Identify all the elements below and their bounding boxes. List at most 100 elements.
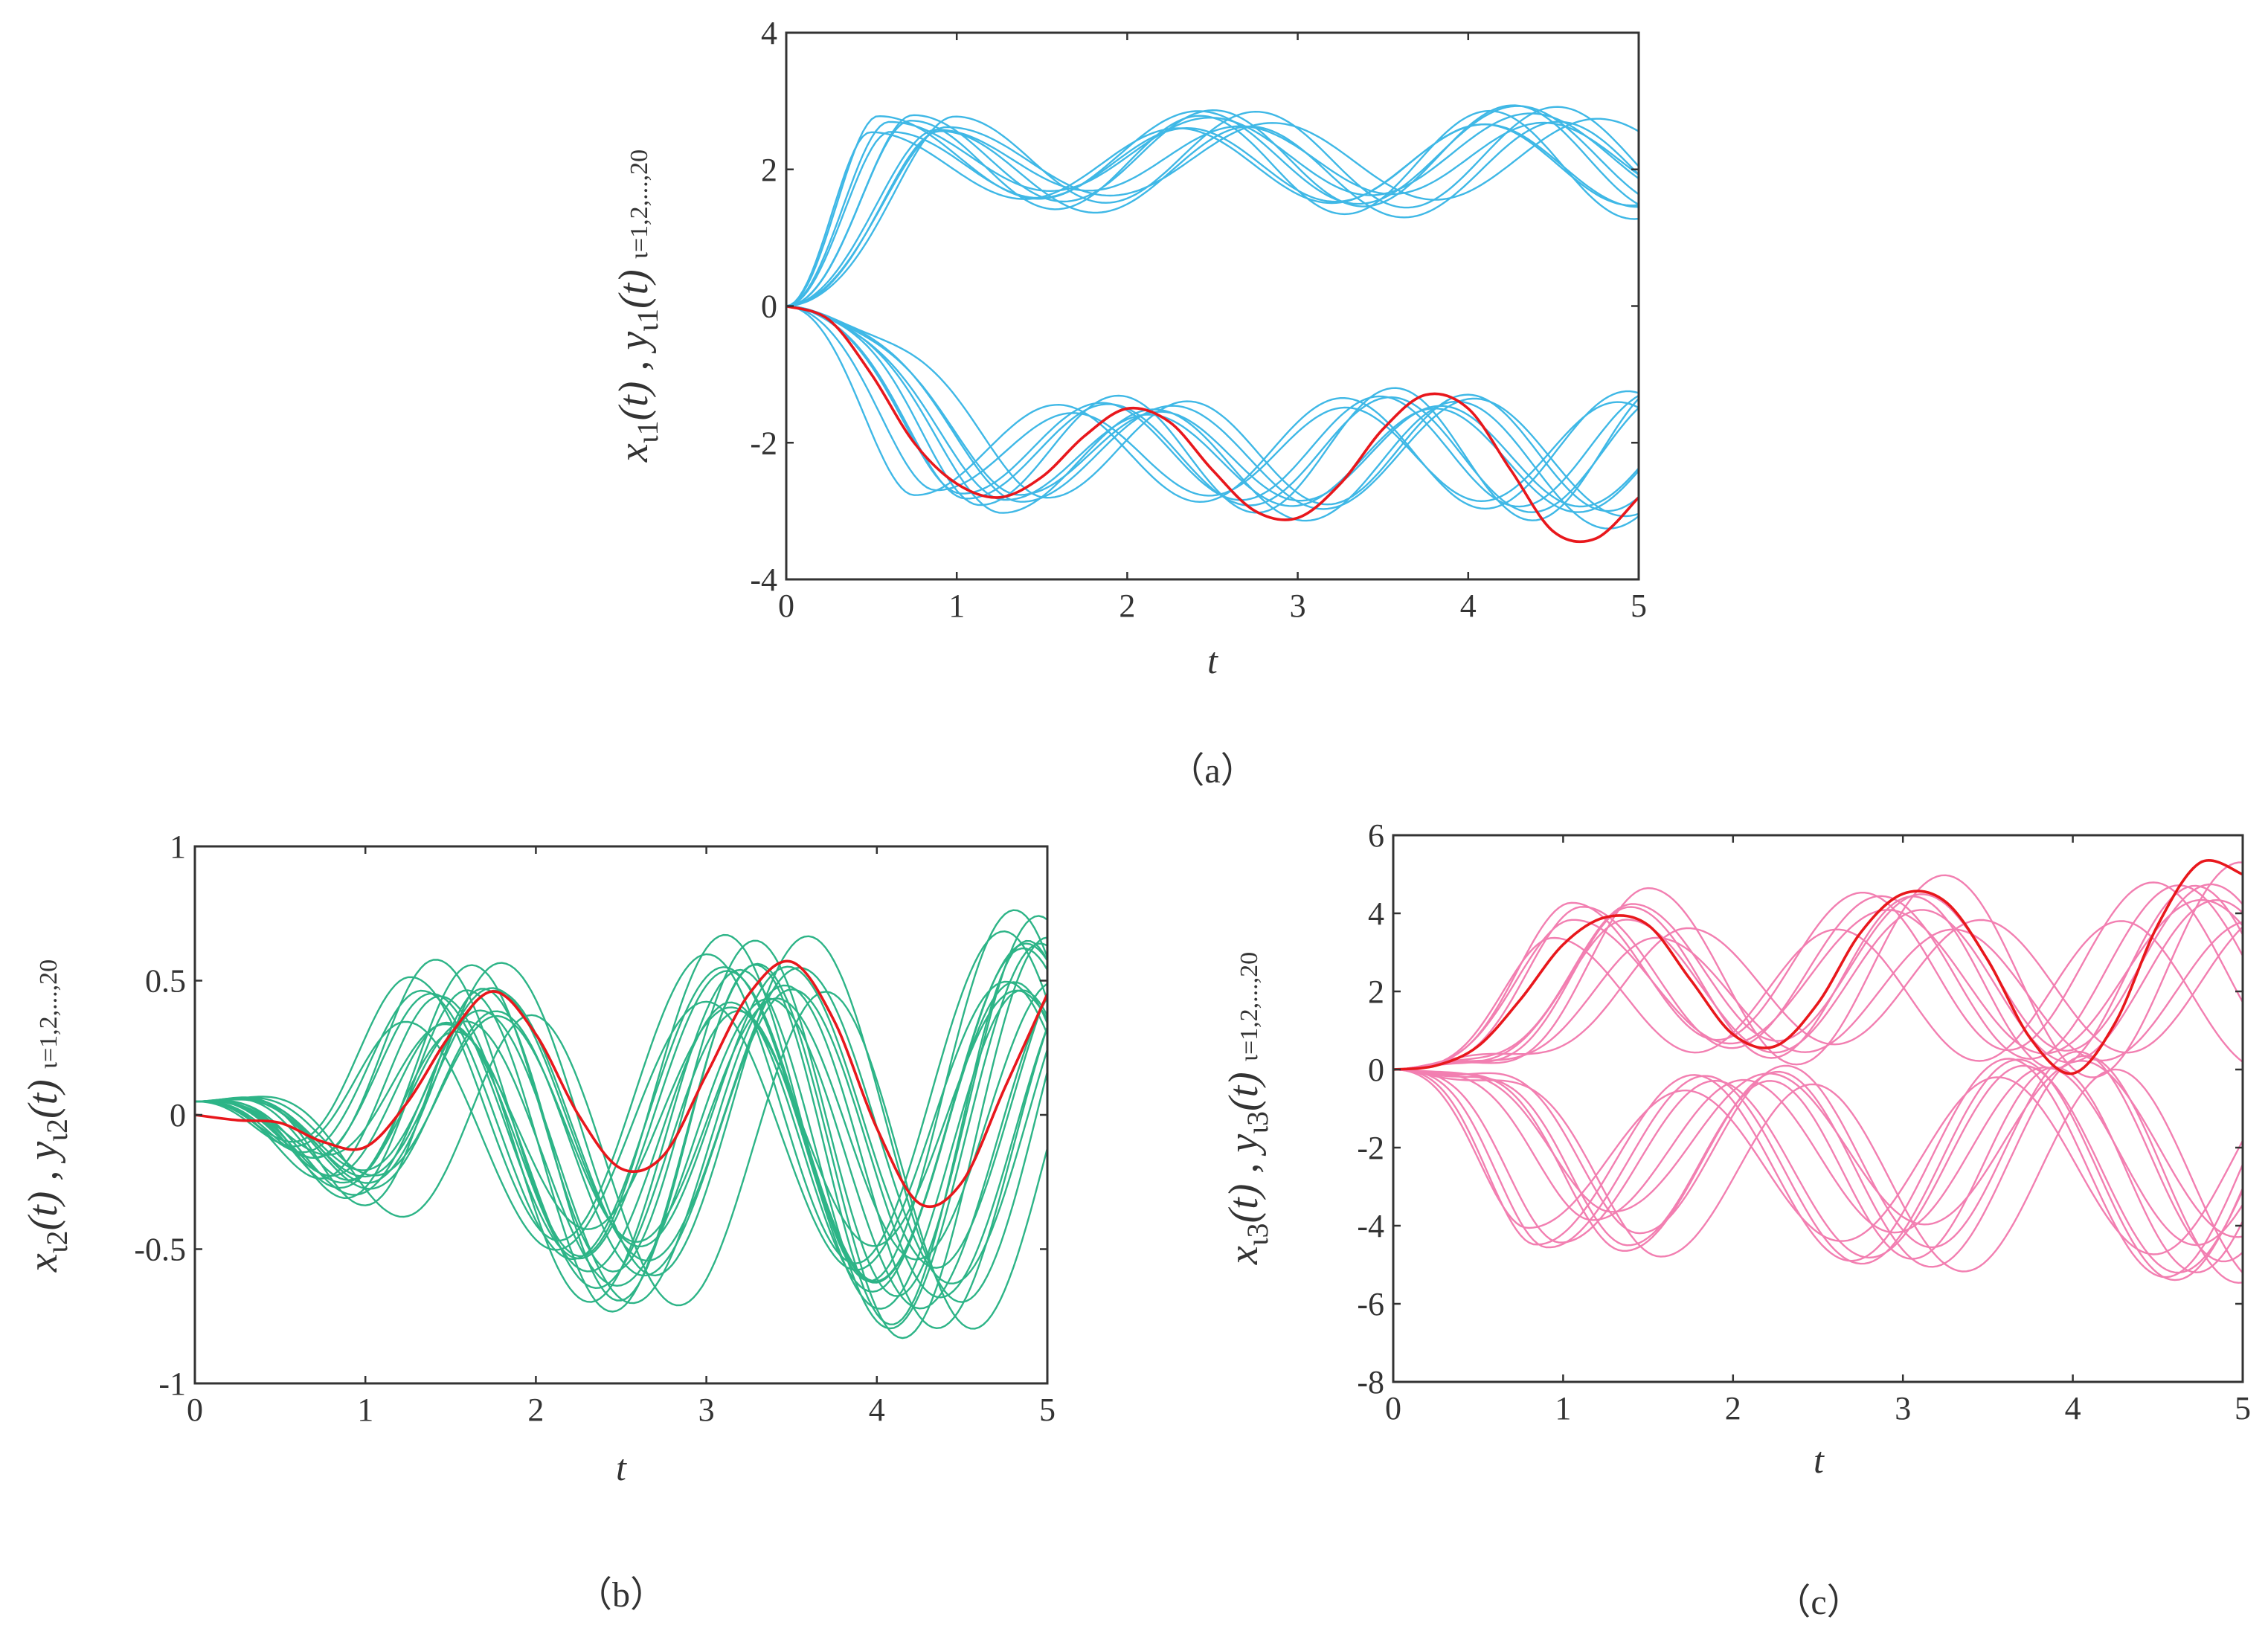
panel-c-ytick-label: -4 (1357, 1208, 1384, 1244)
panel-c-follower-line (1392, 1050, 2243, 1263)
panel-b-follower-line (194, 997, 1049, 1310)
panel-a-xtick-label: 0 (778, 588, 794, 624)
panel-a-follower-line (786, 305, 1639, 512)
panel-c-follower-line (1392, 1055, 2243, 1284)
panel-c-ytick-label: -8 (1357, 1364, 1384, 1400)
panel-a-follower-line (786, 305, 1639, 530)
panel-c-follower-line (1392, 1060, 2243, 1238)
panel-a-lines (786, 104, 1640, 544)
panel-c-lines (1392, 859, 2244, 1284)
panel-b-xtick-label: 2 (527, 1392, 544, 1428)
panel-b-follower-line (194, 988, 1049, 1299)
panel-c-axes-frame (1392, 834, 2244, 1383)
panel-c-follower-line (1392, 884, 2244, 1071)
panel-c-follower-line (1392, 861, 2243, 1078)
panel-b-xtick-label: 3 (698, 1392, 715, 1428)
panel-c-caption: （c） (1775, 1583, 1862, 1622)
panel-a-xtick-label: 3 (1290, 588, 1306, 624)
panel-a-xlabel: t (1207, 640, 1218, 681)
panel-c-follower-line (1392, 883, 2243, 1071)
panel-c-xtick-label: 5 (2235, 1390, 2251, 1427)
panel-c-xtick-label: 0 (1385, 1390, 1401, 1427)
panel-a-xtick-label: 5 (1631, 588, 1647, 624)
panel-a-tick-labels: 0 1 2 3 4 5 -4 -2 0 2 4 (750, 15, 1647, 624)
panel-a-follower-line (786, 123, 1639, 307)
panel-c-ytick-label: 2 (1368, 974, 1384, 1010)
panel-c-follower-line (1392, 881, 2244, 1071)
panel-c-xtick-label: 3 (1895, 1390, 1911, 1427)
panel-b-follower-line (194, 980, 1049, 1271)
panel-a-follower-line (786, 305, 1639, 513)
panel-b-ticks (193, 845, 1049, 1385)
panel-a-follower-line (786, 305, 1639, 510)
panel-a-follower-line (786, 121, 1639, 307)
panel-a-follower-line (786, 109, 1639, 307)
panel-a-xtick-label: 4 (1460, 588, 1477, 624)
panel-c-tick-labels: 0 1 2 3 4 5 -8 -6 -4 -2 0 2 4 6 (1357, 817, 2251, 1427)
panel-c-follower-line (1392, 920, 2243, 1071)
panel-a-ytick-label: -4 (750, 562, 777, 598)
panel-a-leader-line (786, 304, 1640, 544)
panel-a-ytick-label: 0 (761, 289, 777, 325)
panel-a-xtick-label: 2 (1119, 588, 1135, 624)
panel-c-follower-line (1392, 884, 2244, 1071)
panel-c-follower-line (1392, 1068, 2244, 1255)
panel-c-xtick-label: 2 (1725, 1390, 1741, 1427)
panel-a-follower-line (786, 305, 1639, 503)
panel-b-follower-line (194, 939, 1049, 1325)
panel-c-xtick-label: 1 (1555, 1390, 1571, 1427)
panel-c-follower-line (1392, 1058, 2244, 1279)
panel-c-follower-line (1392, 1066, 2244, 1274)
panel-b-ytick-label: -0.5 (134, 1232, 186, 1268)
panel-b-lines (194, 909, 1049, 1339)
panel-a-ticks (785, 31, 1640, 581)
panel-b-tick-labels: 0 1 2 3 4 5 -1 -0.5 0 0.5 1 (134, 829, 1056, 1428)
panel-b-ytick-label: 0 (170, 1097, 186, 1133)
panel-b-follower-line (194, 915, 1048, 1297)
panel-b-xtick-label: 5 (1039, 1392, 1056, 1428)
panel-c-follower-line (1392, 919, 2243, 1071)
panel-a-follower-line (786, 105, 1639, 307)
panel-a-follower-line (786, 120, 1639, 307)
panel-b-xtick-label: 0 (187, 1392, 203, 1428)
panel-b-leader-line (194, 959, 1049, 1209)
panel-c-xtick-label: 4 (2065, 1390, 2081, 1427)
panel-b-follower-line (194, 965, 1049, 1269)
panel-c-leader-line (1392, 859, 2243, 1075)
panel-b-ytick-label: 1 (170, 829, 186, 865)
panel-b-ytick-label: 0.5 (145, 963, 186, 1000)
panel-a-xtick-label: 1 (948, 588, 965, 624)
panel-c-follower-line (1392, 1064, 2244, 1274)
panel-c-follower-line (1392, 1058, 2244, 1281)
panel-b-follower-line (194, 981, 1049, 1293)
panel-b-follower-line (194, 936, 1048, 1339)
panel-c-follower-line (1392, 1068, 2243, 1274)
panel-b-follower-line (194, 947, 1049, 1282)
panel-b-follower-line (195, 930, 1049, 1264)
panel-b-follower-line (194, 989, 1049, 1247)
panel-c-ytick-label: 0 (1368, 1052, 1384, 1088)
panel-c-ticks (1392, 834, 2244, 1383)
panel-b-xtick-label: 1 (357, 1392, 373, 1428)
panel-a-ytick-label: -2 (750, 425, 777, 461)
panel-c-ytick-label: 4 (1368, 895, 1384, 932)
panel-a-follower-line (786, 104, 1639, 307)
panel-a-ytick-label: 4 (761, 15, 777, 51)
panel-b-caption: （b） (576, 1575, 666, 1615)
panel-c-follower-line (1392, 921, 2243, 1071)
panel-a-follower-line (786, 305, 1639, 518)
panel-a-caption: （a） (1169, 751, 1256, 791)
panel-b-ytick-label: -1 (158, 1366, 186, 1402)
panel-b-xlabel: t (616, 1447, 627, 1488)
panel-c-ytick-label: 6 (1368, 817, 1384, 854)
panel-c-ytick-label: -2 (1357, 1130, 1384, 1166)
panel-b-follower-line (194, 984, 1049, 1330)
panel-c-follower-line (1392, 1067, 2244, 1247)
panel-c-ytick-label: -6 (1357, 1286, 1384, 1322)
panel-a-ytick-label: 2 (761, 152, 777, 188)
panel-c-follower-line (1392, 898, 2243, 1071)
